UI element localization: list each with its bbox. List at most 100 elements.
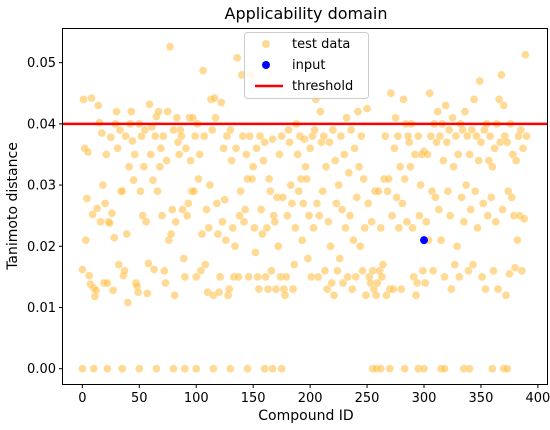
data-points-layer [78,42,531,373]
test-data-point-89 [179,254,188,263]
test-data-point-119 [213,229,223,239]
test-data-point-410 [400,364,409,373]
test-data-point-88 [178,205,187,214]
test-data-point-136 [232,53,242,63]
test-data-point-319 [441,101,450,110]
test-data-point-155 [254,284,264,294]
test-data-point-46 [130,150,139,159]
test-data-point-151 [250,223,259,233]
x-tick-label-50: 50 [131,391,148,406]
test-data-point-4 [82,194,92,203]
test-data-point-225 [334,180,343,190]
test-data-point-328 [451,131,461,141]
test-data-point-240 [351,272,360,282]
test-data-point-396 [152,364,161,373]
x-axis-title: Compound ID [258,408,353,424]
test-data-point-273 [389,284,398,294]
chart-title: Applicability domain [225,4,388,23]
test-data-point-320 [442,137,452,147]
test-data-point-227 [336,131,346,141]
test-data-point-268 [383,186,392,196]
test-data-point-237 [348,284,357,294]
test-data-point-301 [420,278,430,288]
test-data-point-296 [415,211,424,220]
test-data-point-369 [498,205,507,214]
test-data-point-111 [204,223,214,233]
test-data-point-26 [107,208,117,218]
test-data-point-63 [149,265,159,274]
test-data-point-412 [419,364,429,373]
test-data-point-38 [121,131,130,141]
test-data-point-276 [392,193,401,202]
test-data-point-388 [519,214,529,223]
test-data-point-102 [194,174,203,184]
test-data-point-146 [244,272,253,282]
y-axis-title: Tanimoto distance [5,142,21,271]
plot-frame [62,28,548,385]
test-data-point-381 [512,156,521,165]
test-data-point-351 [477,272,487,282]
test-data-point-231 [341,223,350,233]
test-data-point-13 [92,204,102,213]
test-data-point-3 [81,235,91,245]
test-data-point-343 [468,260,478,269]
test-data-point-366 [494,95,504,104]
test-data-point-398 [180,364,190,373]
test-data-point-317 [439,156,448,165]
test-data-point-79 [168,205,177,214]
x-tick-label-350: 350 [469,391,494,406]
test-data-point-68 [155,162,165,171]
test-data-point-241 [352,193,362,202]
test-data-point-178 [280,291,290,300]
test-data-point-340 [465,150,474,159]
test-data-point-142 [239,217,249,227]
test-data-point-147 [245,131,255,141]
test-data-point-161 [261,272,270,282]
test-data-point-190 [294,186,303,196]
test-data-point-118 [212,199,221,208]
test-data-point-402 [243,364,252,373]
test-data-point-163 [263,284,273,294]
test-data-point-64 [150,131,160,141]
test-data-point-54 [139,162,149,171]
test-data-point-339 [464,266,473,276]
test-data-point-341 [466,205,475,214]
test-data-point-73 [161,278,170,288]
test-data-point-204 [310,125,319,135]
x-tick-label-400: 400 [525,391,550,406]
test-data-point-185 [288,284,298,294]
test-data-point-214 [321,162,331,171]
test-data-point-169 [270,217,280,227]
test-data-point-78 [166,229,176,239]
test-data-point-242 [353,107,363,116]
test-data-point-160 [260,137,269,147]
test-data-point-20 [100,199,110,208]
test-data-point-409 [385,364,395,373]
test-data-point-337 [461,180,471,190]
test-data-point-272 [387,211,397,220]
test-data-point-71 [158,131,168,141]
y-tick-label-5: 0.05 [27,56,56,71]
test-data-point-251 [363,199,373,208]
test-data-point-162 [262,223,272,233]
test-data-point-244 [355,242,365,251]
x-tick-label-100: 100 [184,391,209,406]
test-data-point-282 [399,95,408,104]
test-data-point-167 [268,134,277,144]
test-data-point-385 [516,125,526,135]
test-data-point-81 [170,291,179,300]
test-data-point-134 [230,242,240,251]
test-data-point-187 [291,223,300,233]
test-data-point-254 [367,217,376,227]
test-data-point-43 [127,107,136,116]
test-data-point-97 [188,113,198,122]
test-data-point-358 [485,131,495,141]
test-data-point-393 [103,364,112,373]
test-data-point-203 [309,223,318,233]
test-data-point-323 [445,211,455,220]
test-data-point-275 [391,113,400,122]
test-data-point-362 [490,144,499,153]
test-data-point-8 [87,93,96,103]
test-data-point-121 [215,272,225,282]
test-data-point-74 [162,156,171,165]
